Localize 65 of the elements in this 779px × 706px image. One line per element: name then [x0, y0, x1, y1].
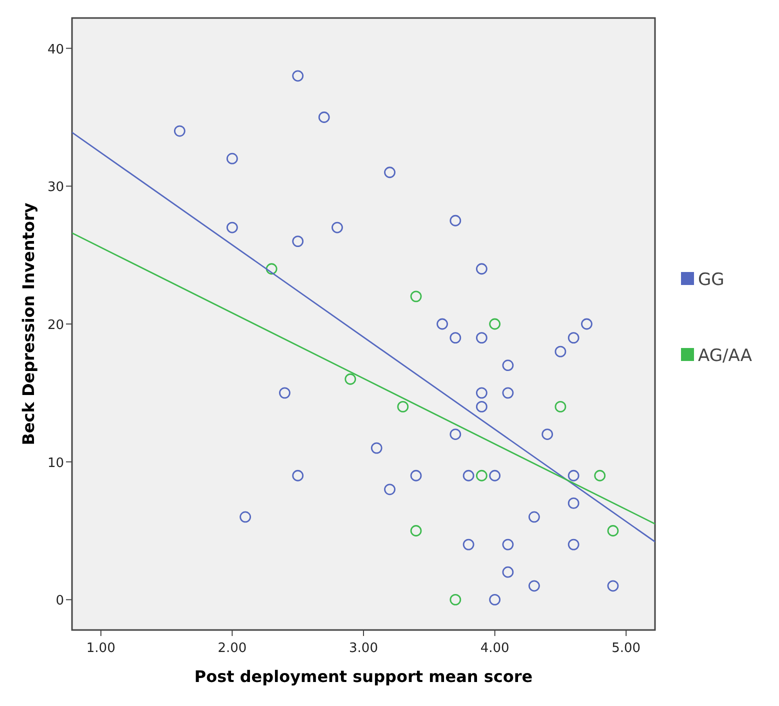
point [436, 318, 448, 330]
point [370, 442, 382, 454]
x-tick-label: 1.00 [86, 641, 116, 656]
point [489, 470, 501, 482]
point [226, 222, 238, 234]
point [607, 580, 619, 592]
point [410, 525, 422, 536]
y-tick-label: 30 [47, 180, 64, 196]
point [292, 70, 304, 82]
legend-label: GG [698, 270, 724, 290]
point [476, 470, 488, 482]
point [607, 525, 619, 536]
point [528, 511, 540, 523]
point [581, 318, 592, 330]
y-tick-label: 20 [47, 318, 64, 333]
point [344, 373, 356, 385]
point [476, 401, 488, 412]
y-tick-label: 40 [47, 42, 64, 58]
point [554, 346, 566, 358]
point [266, 263, 278, 275]
point [476, 387, 488, 399]
point [450, 332, 462, 344]
point [502, 566, 514, 578]
point [292, 470, 304, 482]
point [568, 497, 580, 509]
point [476, 263, 488, 275]
x-tick-label: 2.00 [218, 641, 247, 656]
point [450, 214, 462, 226]
x-tick-label: 3.00 [349, 641, 378, 656]
point [332, 222, 343, 234]
point [568, 538, 580, 550]
point [568, 470, 580, 482]
point [240, 511, 252, 523]
point [318, 112, 330, 123]
point [397, 401, 409, 412]
point [384, 166, 396, 178]
x-tick-label: 5.00 [612, 641, 641, 656]
point [410, 470, 422, 482]
point [502, 387, 514, 399]
point [410, 290, 422, 302]
point [292, 236, 304, 247]
point [279, 387, 290, 399]
point [489, 594, 501, 606]
point [384, 484, 396, 496]
point [450, 594, 462, 606]
y-tick-label: 0 [56, 594, 64, 609]
x-tick-label: 4.00 [480, 641, 510, 656]
point [174, 125, 186, 137]
point [528, 580, 540, 592]
point [554, 401, 566, 412]
y-tick-label: 10 [47, 456, 64, 471]
y-axis-title: Beck Depression Inventory [19, 202, 38, 446]
point [594, 470, 606, 482]
point [502, 538, 514, 550]
point [226, 152, 238, 164]
point [476, 332, 488, 344]
x-axis-title: Post deployment support mean score [194, 667, 533, 686]
point [502, 360, 514, 372]
point [462, 470, 474, 482]
point [489, 318, 501, 330]
legend-label: AG/AA [698, 346, 752, 366]
point [568, 332, 580, 344]
point [450, 428, 462, 440]
point [542, 428, 554, 440]
point [462, 538, 474, 550]
